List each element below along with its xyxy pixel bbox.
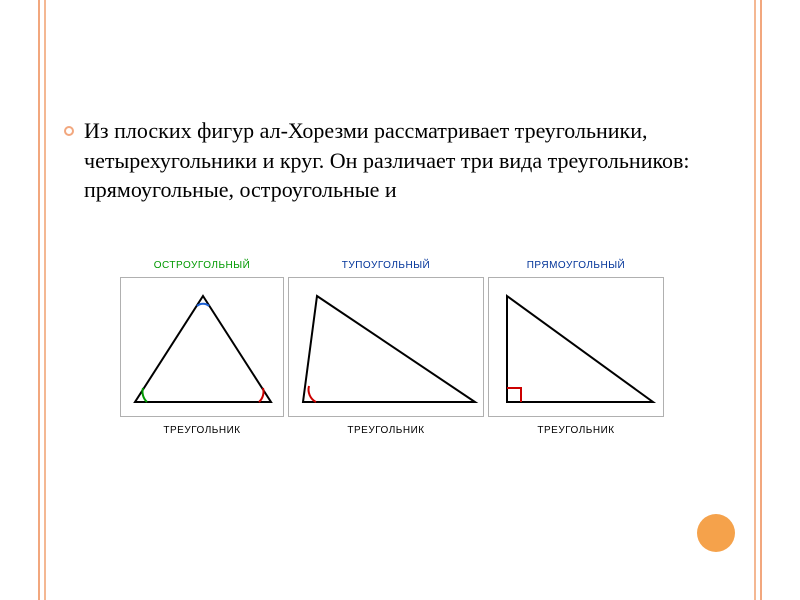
figure-box (288, 277, 484, 417)
triangle-figure: ОСТРОУГОЛЬНЫЙ ТРЕУГОЛЬНИК (120, 260, 284, 436)
figure-bottom-label: ТРЕУГОЛЬНИК (163, 425, 240, 436)
triangle-svg (489, 278, 665, 418)
figure-bottom-label: ТРЕУГОЛЬНИК (347, 425, 424, 436)
figure-bottom-label: ТРЕУГОЛЬНИК (537, 425, 614, 436)
figure-top-label: ПРЯМОУГОЛЬНЫЙ (527, 260, 626, 271)
bullet-icon (64, 126, 74, 136)
triangle-figure: ПРЯМОУГОЛЬНЫЙ ТРЕУГОЛЬНИК (488, 260, 664, 436)
figure-top-label: ТУПОУГОЛЬНЫЙ (342, 260, 430, 271)
triangle-svg (121, 278, 285, 418)
triangle-svg (289, 278, 485, 418)
figure-box (120, 277, 284, 417)
figure-top-label: ОСТРОУГОЛЬНЫЙ (154, 260, 251, 271)
body-text: Из плоских фигур ал-Хорезми рассматривае… (84, 116, 740, 205)
bullet-item: Из плоских фигур ал-Хорезми рассматривае… (60, 116, 740, 205)
slide-content: Из плоских фигур ал-Хорезми рассматривае… (60, 116, 740, 205)
figure-box (488, 277, 664, 417)
triangle-figures: ОСТРОУГОЛЬНЫЙ ТРЕУГОЛЬНИК ТУПОУГОЛЬНЫЙ ТРЕУ… (120, 260, 670, 436)
triangle-figure: ТУПОУГОЛЬНЫЙ ТРЕУГОЛЬНИК (288, 260, 484, 436)
next-slide-button[interactable] (697, 514, 735, 552)
